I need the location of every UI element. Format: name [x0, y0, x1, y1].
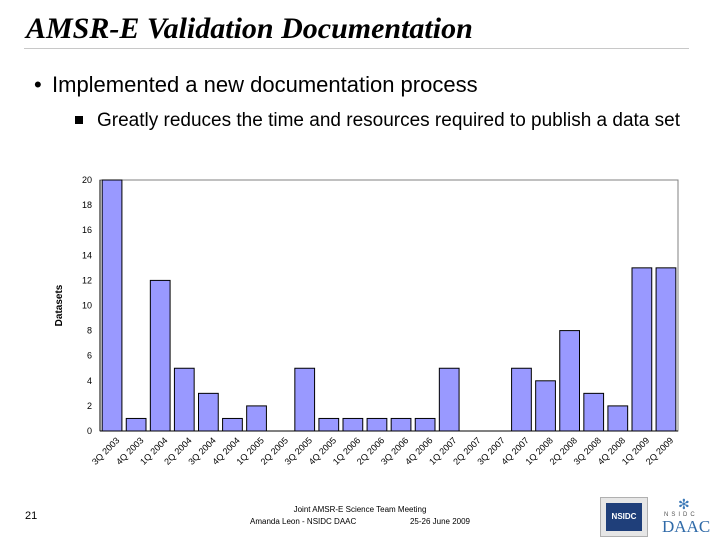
bar — [173, 367, 195, 432]
bar — [101, 179, 123, 432]
y-tick-label: 6 — [87, 351, 92, 361]
bullet-level-1-text: Implemented a new documentation process — [52, 72, 478, 97]
y-tick-label: 10 — [82, 301, 92, 311]
bar — [222, 417, 243, 432]
bar — [294, 367, 316, 432]
bar — [246, 405, 267, 432]
bar — [342, 417, 364, 432]
bar — [390, 417, 412, 432]
bar — [125, 417, 147, 432]
footer-date: 25-26 June 2009 — [409, 517, 470, 526]
footer: Joint AMSR-E Science Team Meeting Amanda… — [250, 504, 470, 528]
bar — [583, 392, 605, 432]
bar — [559, 330, 580, 432]
bar — [318, 417, 340, 432]
y-axis-label: Datasets — [54, 284, 65, 326]
bar — [511, 367, 532, 432]
bar — [198, 392, 219, 432]
y-tick-label: 4 — [87, 376, 92, 386]
footer-meeting: Joint AMSR-E Science Team Meeting — [293, 505, 427, 514]
bar — [438, 367, 460, 432]
daac-logo: ✻ NSIDC DAAC — [656, 496, 712, 538]
y-tick-label: 16 — [82, 225, 92, 235]
y-tick-label: 20 — [82, 175, 92, 185]
snowflake-icon: ✻ — [678, 496, 690, 512]
bullet-square-icon — [75, 116, 83, 124]
bar — [535, 380, 556, 432]
bullet-level-1: • Implemented a new documentation process — [34, 72, 478, 98]
footer-author: Amanda Leon - NSIDC DAAC — [250, 517, 357, 526]
bar — [366, 417, 388, 432]
nsidc-logo: NSIDC — [600, 497, 648, 537]
slide-title: AMSR-E Validation Documentation — [26, 12, 473, 45]
y-tick-label: 8 — [87, 326, 92, 336]
bullet-level-2: Greatly reduces the time and resources r… — [75, 108, 705, 133]
bar — [631, 267, 653, 432]
y-tick-label: 0 — [87, 426, 92, 436]
nsidc-logo-text: NSIDC — [606, 503, 642, 531]
bar — [655, 267, 677, 432]
bullet-level-2-text: Greatly reduces the time and resources r… — [97, 110, 680, 131]
bullet-dot-icon: • — [34, 72, 42, 97]
bar — [414, 417, 436, 432]
title-underline — [24, 48, 689, 49]
bar — [607, 405, 629, 432]
y-tick-label: 18 — [82, 200, 92, 210]
plot-area — [99, 179, 679, 432]
daac-logo-small-text: NSIDC — [664, 512, 698, 518]
daac-logo-text: DAAC — [662, 517, 711, 536]
y-tick-label: 2 — [87, 401, 92, 411]
page-number: 21 — [25, 510, 38, 522]
y-tick-label: 14 — [82, 250, 92, 260]
bar — [149, 279, 171, 432]
y-tick-label: 12 — [82, 275, 92, 285]
